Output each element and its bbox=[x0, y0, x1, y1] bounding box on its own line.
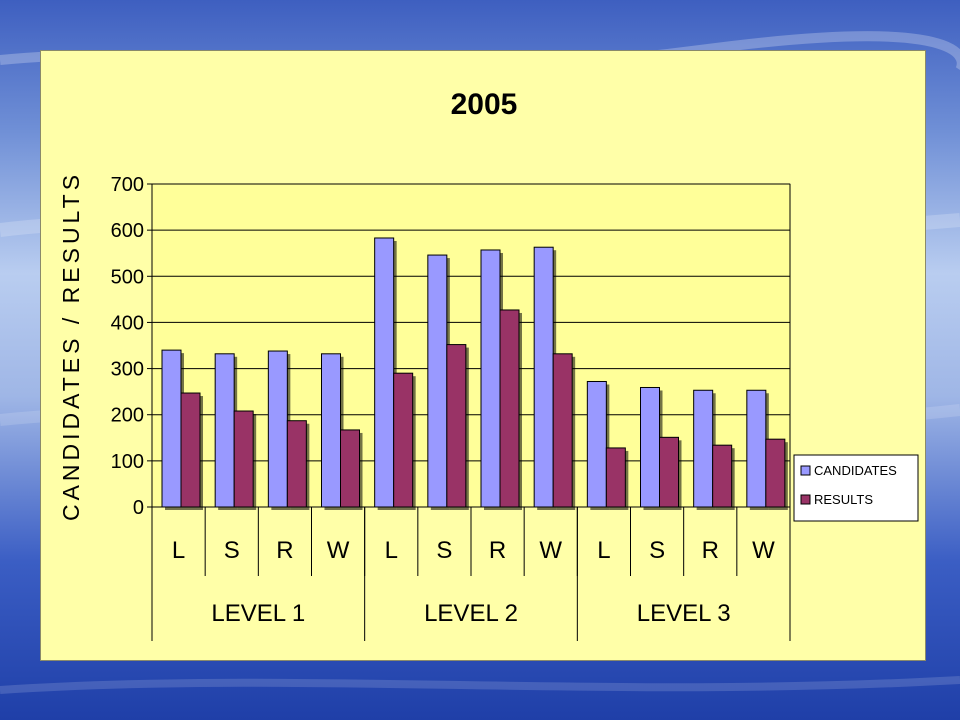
x-group-label: LEVEL 2 bbox=[424, 600, 518, 627]
bar-chart: 2005 CANDIDATES / RESULTS 0 100 200 300 400 5… bbox=[58, 88, 919, 641]
bar-results-2 bbox=[286, 420, 307, 508]
x-category-label: S bbox=[649, 537, 665, 564]
y-tick-label: 300 bbox=[111, 359, 144, 381]
chart-title: 2005 bbox=[451, 88, 518, 121]
y-tick-label: 700 bbox=[111, 174, 144, 196]
legend-swatch-results bbox=[800, 494, 811, 505]
bar-results-3 bbox=[340, 429, 360, 508]
chart-area: 2005 CANDIDATES / RESULTS 0 100 200 300 400 5… bbox=[40, 50, 926, 661]
bar-candidates-1 bbox=[214, 353, 235, 508]
legend-box bbox=[793, 454, 919, 522]
bar-candidates-2 bbox=[267, 350, 288, 508]
x-category-label: W bbox=[327, 537, 350, 564]
x-category-label: R bbox=[276, 537, 293, 564]
x-category-label: L bbox=[172, 537, 185, 564]
x-category-label: L bbox=[385, 537, 398, 564]
bar-candidates-4 bbox=[374, 237, 395, 508]
bar-candidates-9 bbox=[640, 386, 660, 508]
plot-background bbox=[151, 183, 791, 508]
x-category-label: L bbox=[597, 537, 610, 564]
bar-results-9 bbox=[659, 436, 679, 508]
y-tick-label: 600 bbox=[111, 220, 144, 242]
bar-results-4 bbox=[393, 372, 414, 508]
bar-candidates-7 bbox=[533, 246, 554, 508]
y-tick-label: 100 bbox=[111, 451, 144, 473]
y-tick-label: 400 bbox=[111, 312, 144, 334]
y-tick-label: 0 bbox=[133, 497, 144, 519]
x-category-label: R bbox=[702, 537, 719, 564]
legend-swatch-candidates bbox=[800, 465, 811, 476]
bar-candidates-5 bbox=[427, 254, 448, 508]
bar-results-11 bbox=[765, 438, 786, 508]
y-axis-label: CANDIDATES / RESULTS bbox=[58, 171, 84, 521]
x-group-label: LEVEL 3 bbox=[637, 600, 731, 627]
bar-results-0 bbox=[180, 392, 201, 508]
legend-label-results: RESULTS bbox=[814, 492, 873, 507]
bar-results-5 bbox=[446, 344, 467, 508]
x-category-label: W bbox=[752, 537, 775, 564]
x-category-label: S bbox=[436, 537, 452, 564]
x-group-label: LEVEL 1 bbox=[211, 600, 305, 627]
bar-results-8 bbox=[605, 447, 626, 508]
bar-results-7 bbox=[552, 353, 573, 508]
bar-candidates-11 bbox=[746, 389, 767, 508]
x-category-label: R bbox=[489, 537, 506, 564]
x-category-label: S bbox=[224, 537, 240, 564]
bar-results-6 bbox=[499, 309, 520, 508]
bar-results-10 bbox=[712, 444, 733, 508]
bar-candidates-6 bbox=[480, 249, 501, 508]
bar-candidates-0 bbox=[161, 349, 182, 508]
plot-layer: 0 100 200 300 400 500 600 700 L S R W L S R W L S R W LEVEL … bbox=[111, 174, 919, 641]
bar-candidates-3 bbox=[321, 353, 341, 508]
bar-candidates-8 bbox=[586, 380, 607, 508]
legend-label-candidates: CANDIDATES bbox=[814, 463, 897, 478]
y-tick-label: 200 bbox=[111, 405, 144, 427]
bar-results-1 bbox=[233, 410, 254, 508]
y-tick-label: 500 bbox=[111, 266, 144, 288]
x-category-label: W bbox=[539, 537, 562, 564]
bar-candidates-10 bbox=[693, 389, 714, 508]
